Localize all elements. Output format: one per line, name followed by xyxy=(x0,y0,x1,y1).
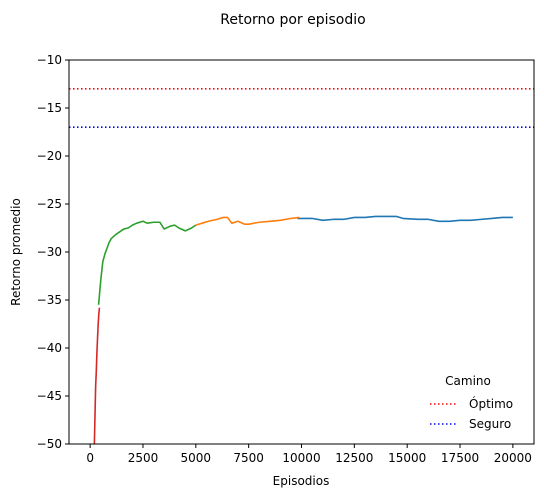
legend-label-seguro: Seguro xyxy=(469,417,511,431)
x-tick-label: 15000 xyxy=(388,451,426,465)
plot-content xyxy=(69,88,534,444)
y-tick-label: −40 xyxy=(37,341,62,355)
y-axis-ticks: −50 −45 −40 −35 −30 −25 −20 −15 −10 xyxy=(37,53,69,451)
x-tick-label: 7500 xyxy=(233,451,264,465)
series-line-2 xyxy=(97,220,197,305)
x-tick-label: 17500 xyxy=(441,451,479,465)
x-tick-label: 2500 xyxy=(128,451,159,465)
y-tick-label: −35 xyxy=(37,293,62,307)
y-tick-label: −10 xyxy=(37,53,62,67)
legend-label-optimo: Óptimo xyxy=(469,396,513,411)
x-tick-label: 20000 xyxy=(494,451,532,465)
x-axis-label: Episodios xyxy=(273,474,330,488)
legend-title: Camino xyxy=(445,374,491,388)
x-tick-label: 0 xyxy=(86,451,94,465)
chart-title: Retorno por episodio xyxy=(220,12,365,28)
series-line-1 xyxy=(195,216,300,226)
y-tick-label: −25 xyxy=(37,197,62,211)
y-axis-label: Retorno promedio xyxy=(9,198,23,306)
y-tick-label: −20 xyxy=(37,149,62,163)
y-tick-label: −45 xyxy=(37,389,62,403)
legend: Camino Óptimo Seguro xyxy=(430,374,513,431)
series-line-3 xyxy=(93,307,101,444)
y-tick-label: −15 xyxy=(37,101,62,115)
x-axis-ticks: 0 2500 5000 7500 10000 12500 15000 17500 20000 xyxy=(86,444,532,465)
x-tick-label: 10000 xyxy=(282,451,320,465)
x-tick-label: 5000 xyxy=(181,451,212,465)
y-tick-label: −30 xyxy=(37,245,62,259)
series-line-0 xyxy=(297,215,513,223)
x-tick-label: 12500 xyxy=(335,451,373,465)
y-tick-label: −50 xyxy=(37,437,62,451)
